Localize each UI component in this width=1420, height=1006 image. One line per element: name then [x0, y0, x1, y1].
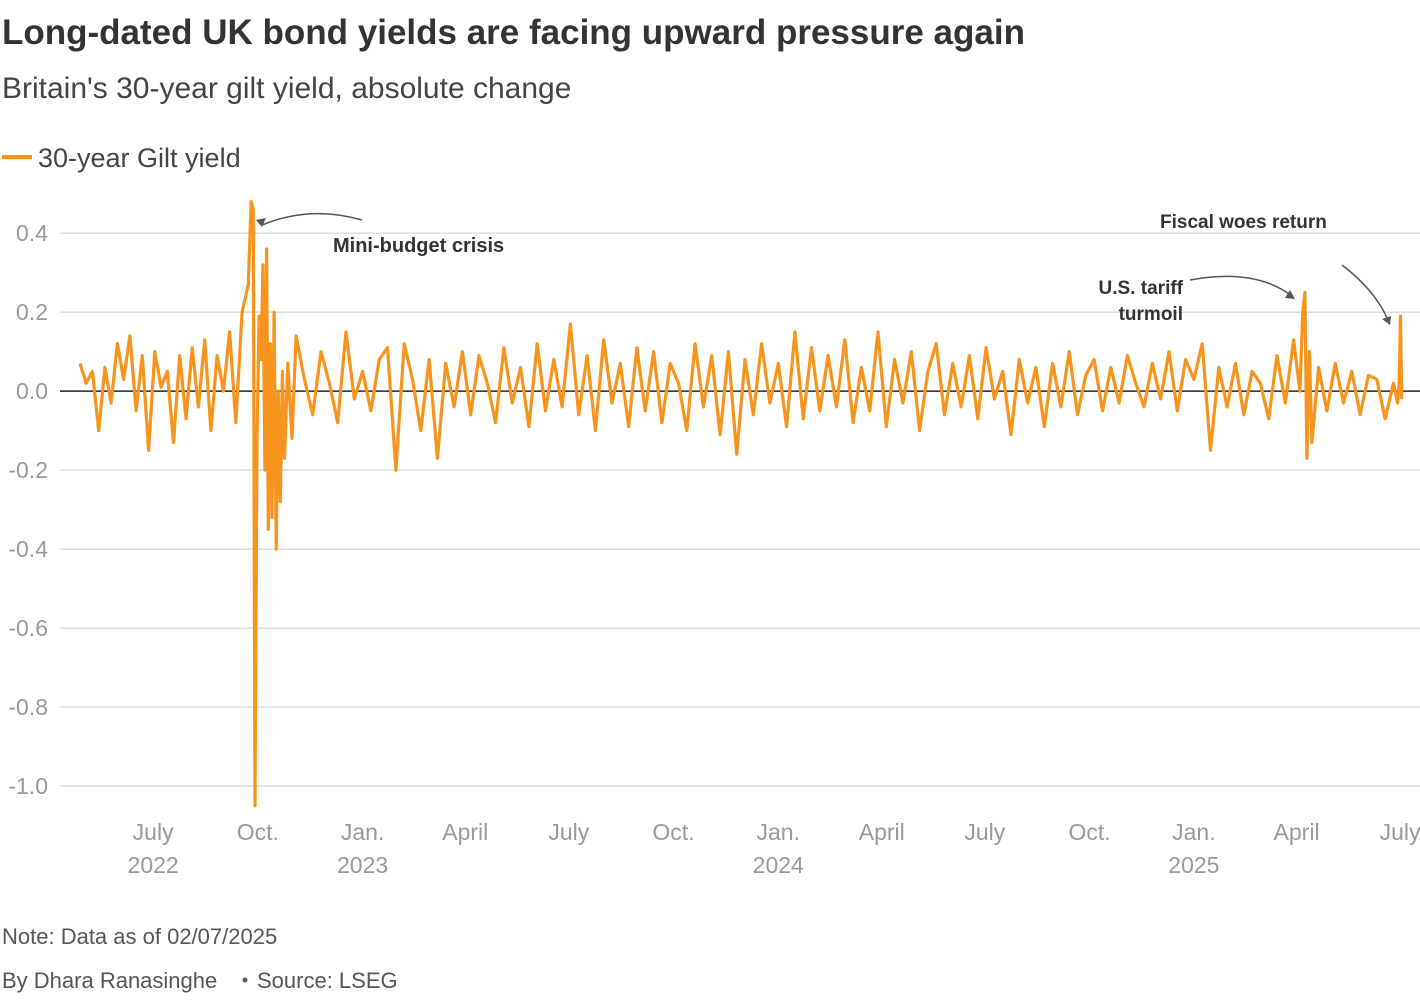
x-tick-year: 2023	[337, 852, 388, 878]
credit: By Dhara Ranasinghe	[2, 968, 217, 993]
x-tick-label: July	[964, 819, 1005, 845]
annotation-arrow	[261, 212, 363, 226]
separator-dot	[242, 977, 248, 983]
x-tick-label: April	[442, 819, 488, 845]
arrow-head	[256, 218, 266, 227]
source: Source: LSEG	[257, 968, 398, 993]
x-tick-year: 2022	[128, 852, 179, 878]
y-tick-label: 0.2	[16, 299, 48, 325]
y-tick-label: -0.2	[8, 457, 48, 483]
annotation: Fiscal woes return	[1160, 212, 1327, 233]
x-tick-label: Oct.	[237, 819, 279, 845]
x-tick-label: July	[548, 819, 589, 845]
x-tick-label: Oct.	[652, 819, 694, 845]
arrow-head	[1382, 316, 1391, 325]
arrow-head	[1285, 290, 1295, 299]
x-tick-label: July	[133, 819, 174, 845]
chart-subtitle: Britain's 30-year gilt yield, absolute c…	[2, 72, 571, 105]
y-tick-label: 0.0	[16, 378, 48, 404]
x-tick-label: Jan.	[1172, 819, 1215, 845]
x-tick-label: Jan.	[757, 819, 800, 845]
x-tick-year: 2025	[1168, 852, 1219, 878]
legend-label: 30-year Gilt yield	[38, 143, 241, 173]
annotation: Mini-budget crisis	[333, 235, 504, 257]
annotation: U.S. tariff	[1099, 278, 1184, 299]
annotation-arrow	[1341, 264, 1389, 321]
x-tick-label: April	[1274, 819, 1320, 845]
y-tick-label: -0.4	[8, 536, 48, 562]
annotation: turmoil	[1119, 304, 1183, 325]
annotation-arrow	[1189, 275, 1293, 297]
x-tick-year: 2024	[753, 852, 804, 878]
y-tick-label: -0.6	[8, 615, 48, 641]
note: Note: Data as of 02/07/2025	[2, 924, 277, 949]
x-tick-label: July	[1380, 819, 1420, 845]
y-tick-label: -0.8	[8, 694, 48, 720]
series-line	[78, 200, 1404, 808]
chart-title: Long-dated UK bond yields are facing upw…	[2, 13, 1025, 52]
x-tick-label: Oct.	[1068, 819, 1110, 845]
y-tick-label: -1.0	[8, 773, 48, 799]
y-tick-label: 0.4	[16, 220, 48, 246]
x-tick-label: April	[859, 819, 905, 845]
x-tick-label: Jan.	[341, 819, 384, 845]
